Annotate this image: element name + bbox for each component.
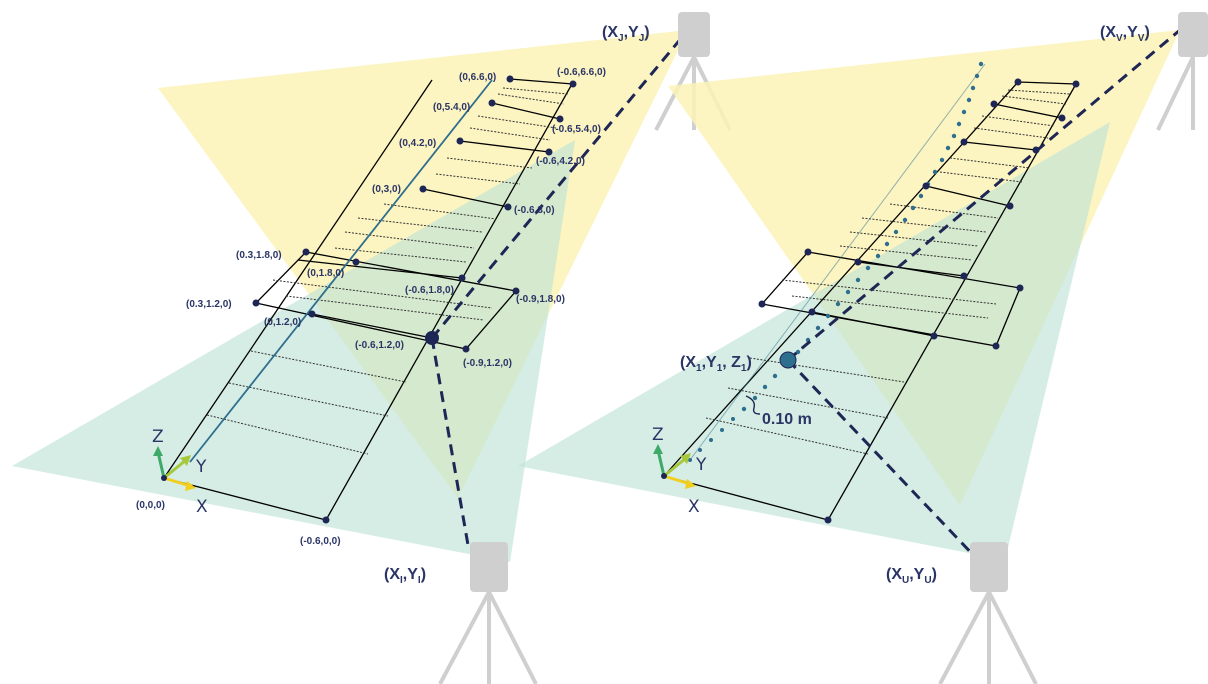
right-trajectory-line [689,63,986,461]
right-target-point [779,351,797,369]
left-rung-66 [509,78,574,85]
label-0-6.6-0: (0,6.6,0) [459,72,496,83]
left-rung-3 [422,188,509,208]
left-panel: (0,6.6,0) (-0.6,6.6,0) (0,5.4,0) (-0.6,5… [12,12,732,684]
right-teal-fov [518,122,1110,560]
right-camera-top-label: (XV,YV) [1100,24,1150,44]
label-neg0.6-0-0: (-0.6,0,0) [300,536,341,547]
right-bottom-tripod-icon [938,542,1038,684]
left-point-labels: (0,6.6,0) (-0.6,6.6,0) (0,5.4,0) (-0.6,5… [136,67,606,547]
right-rung-54 [993,103,1063,119]
right-camera-bottom-label: (XU,YU) [886,566,937,586]
right-target-label: (X1,Y1, Z1) [680,354,752,374]
spacing-label: 0.10 m [762,411,812,428]
right-sight-bottom [786,358,980,562]
right-rung-66 [1017,81,1077,85]
right-rung-3 [925,185,1011,207]
label-origin: (0,0,0) [136,500,165,511]
label-neg0.6-3-0: (-0.6,3,0) [514,205,555,216]
label-0-1.8-0: (0,1.8,0) [307,268,344,279]
label-neg0.9-1.2-0: (-0.9,1.2,0) [463,358,512,369]
left-platform-edge-1 [297,259,463,279]
right-rung-42 [963,141,1037,151]
right-axis-y: Y [695,455,707,475]
label-0-4.2-0: (0,4.2,0) [399,138,436,149]
left-camera-top-label: (XJ,YJ) [602,24,650,44]
left-teal-fov [12,140,575,562]
label-neg0.6-6.6-0: (-0.6,6.6,0) [557,67,606,78]
left-rail-y [163,79,433,479]
right-dotted-trajectory [688,61,984,462]
right-axis-z: Z [652,425,664,445]
left-axis-y: Y [195,457,207,477]
right-axis-triad: Z Y X [652,425,707,517]
right-nodes [758,78,1080,524]
left-bottom-tripod-icon [438,542,538,684]
right-axis-x: X [688,497,700,517]
right-platform-edge-1 [857,261,965,277]
right-rail-y [663,81,1019,477]
left-rail-neg [325,83,573,521]
label-0.3-1.8-0: (0.3,1.8,0) [236,250,282,261]
label-0-5.4-0: (0,5.4,0) [433,102,470,113]
left-axis-z: Z [152,427,164,447]
label-0-1.2-0: (0,1.2,0) [264,317,301,328]
label-0.3-1.2-0: (0.3,1.2,0) [186,299,232,310]
left-camera-bottom-label: (XI,YI) [384,566,426,586]
label-neg0.6-1.8-0: (-0.6,1.8,0) [405,285,454,296]
right-platform-edge-2 [811,311,935,337]
left-rung-54 [491,102,561,120]
left-trajectory [189,79,493,463]
left-rung-42 [459,140,550,153]
label-neg0.6-4.2-0: (-0.6,4.2,0) [536,156,585,167]
left-platform-edge-2 [311,313,433,339]
left-sight-top [430,29,690,339]
right-sight-top [787,28,1181,362]
label-0-3-0: (0,3,0) [372,184,401,195]
label-neg0.9-1.8-0: (-0.9,1.8,0) [516,294,565,305]
right-top-tripod-icon [1156,12,1208,131]
left-axis-triad: Z Y X [152,427,208,517]
label-neg0.6-5.4-0: (-0.6,5.4,0) [552,124,601,135]
left-dotted-rungs [206,87,569,455]
label-neg0.6-1.2-0: (-0.6,1.2,0) [355,340,404,351]
right-rail-neg [827,83,1077,521]
spacing-brace [745,395,761,415]
right-panel: 0.10 m Z Y X (XV,YV) (XU,YU) (X1,Y1, Z1 [518,12,1208,684]
right-dotted-rungs [705,89,1071,455]
left-axis-x: X [196,497,208,517]
